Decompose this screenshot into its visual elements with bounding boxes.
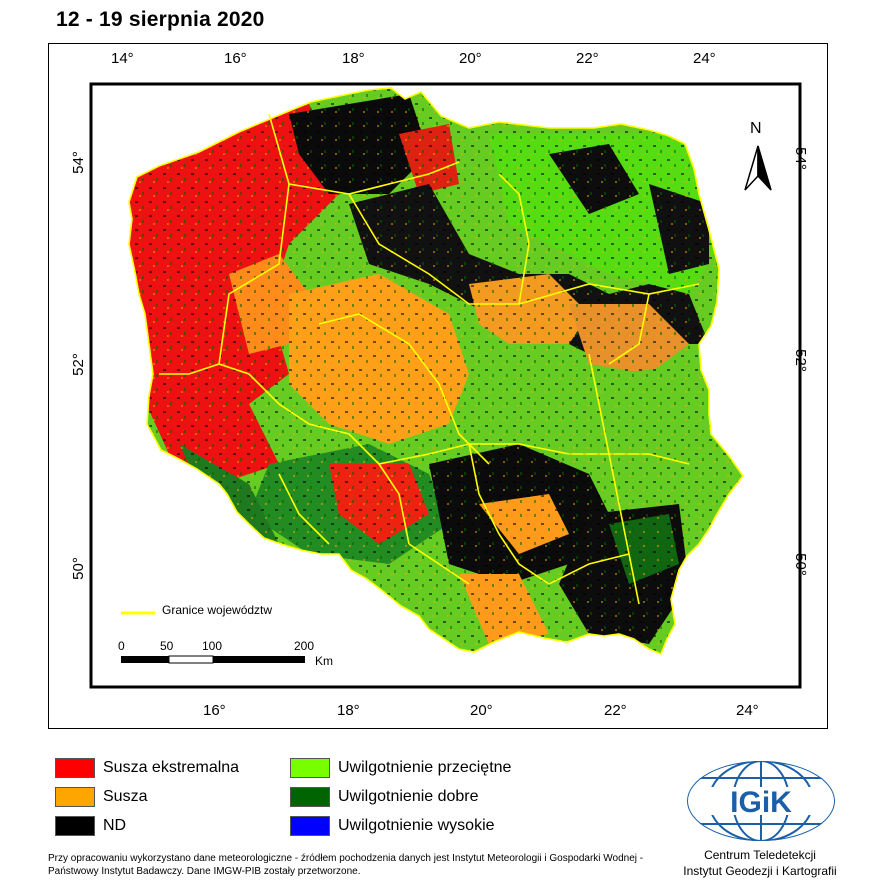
lat-left-54: 54°	[69, 151, 87, 174]
lon-bottom-20: 20°	[470, 702, 493, 719]
legend-label: Uwilgotnienie dobre	[338, 788, 479, 805]
legend-label: Uwilgotnienie przeciętne	[338, 759, 512, 776]
legend-item-high-moisture: Uwilgotnienie wysokie	[290, 816, 495, 836]
legend-swatch	[55, 758, 95, 778]
scale-tick-0: 0	[118, 639, 125, 653]
igik-logo: IGiK	[687, 761, 835, 841]
map-canvas	[89, 82, 802, 689]
legend-swatch	[290, 787, 330, 807]
lon-top-18: 18°	[342, 50, 365, 67]
legend-label: Uwilgotnienie wysokie	[338, 817, 495, 834]
scale-bar	[121, 655, 305, 664]
boundary-legend-label: Granice województw	[162, 603, 273, 617]
lon-bottom-16: 16°	[203, 702, 226, 719]
logo-caption-line1: Centrum Teledetekcji	[704, 848, 816, 862]
lon-top-20: 20°	[459, 50, 482, 67]
lat-left-52: 52°	[69, 353, 87, 376]
voivodeship-boundaries	[128, 87, 744, 655]
logo-caption: Centrum Teledetekcji Instytut Geodezji i…	[660, 847, 860, 879]
legend-item-average-moisture: Uwilgotnienie przeciętne	[290, 758, 511, 778]
legend-item-nd: ND	[55, 816, 126, 836]
scale-tick-50: 50	[160, 639, 174, 653]
legend-item-extreme-drought: Susza ekstremalna	[55, 758, 239, 778]
legend-label: Susza ekstremalna	[103, 759, 240, 776]
legend-item-good-moisture: Uwilgotnienie dobre	[290, 787, 479, 807]
legend-swatch	[290, 816, 330, 836]
legend-swatch	[55, 787, 95, 807]
legend-swatch	[55, 816, 95, 836]
lat-right-52: 52°	[791, 349, 809, 372]
legend-item-drought: Susza	[55, 787, 147, 807]
lon-bottom-24: 24°	[736, 702, 759, 719]
source-note: Przy opracowaniu wykorzystano dane meteo…	[48, 853, 644, 877]
lat-right-50: 50°	[791, 553, 809, 576]
lat-left-50: 50°	[69, 557, 87, 580]
map-title: 12 - 19 sierpnia 2020	[56, 8, 265, 31]
lon-top-16: 16°	[224, 50, 247, 67]
logo-text: IGiK	[730, 786, 792, 819]
lon-bottom-18: 18°	[337, 702, 360, 719]
lon-top-14: 14°	[111, 50, 134, 67]
map-frame: 14° 16° 18° 20° 22° 24° 16° 18° 20° 22° …	[48, 43, 828, 729]
lon-bottom-22: 22°	[604, 702, 627, 719]
scale-tick-100: 100	[202, 639, 223, 653]
north-label: N	[750, 120, 762, 137]
north-arrow-icon	[744, 145, 772, 191]
logo-caption-line2: Instytut Geodezji i Kartografii	[683, 864, 837, 878]
scale-tick-200: 200	[294, 639, 315, 653]
lon-top-22: 22°	[576, 50, 599, 67]
legend-swatch	[290, 758, 330, 778]
scale-unit: Km	[315, 654, 333, 668]
lat-right-54: 54°	[791, 147, 809, 170]
legend-label: Susza	[103, 788, 148, 805]
lon-top-24: 24°	[693, 50, 716, 67]
legend-label: ND	[103, 817, 127, 834]
